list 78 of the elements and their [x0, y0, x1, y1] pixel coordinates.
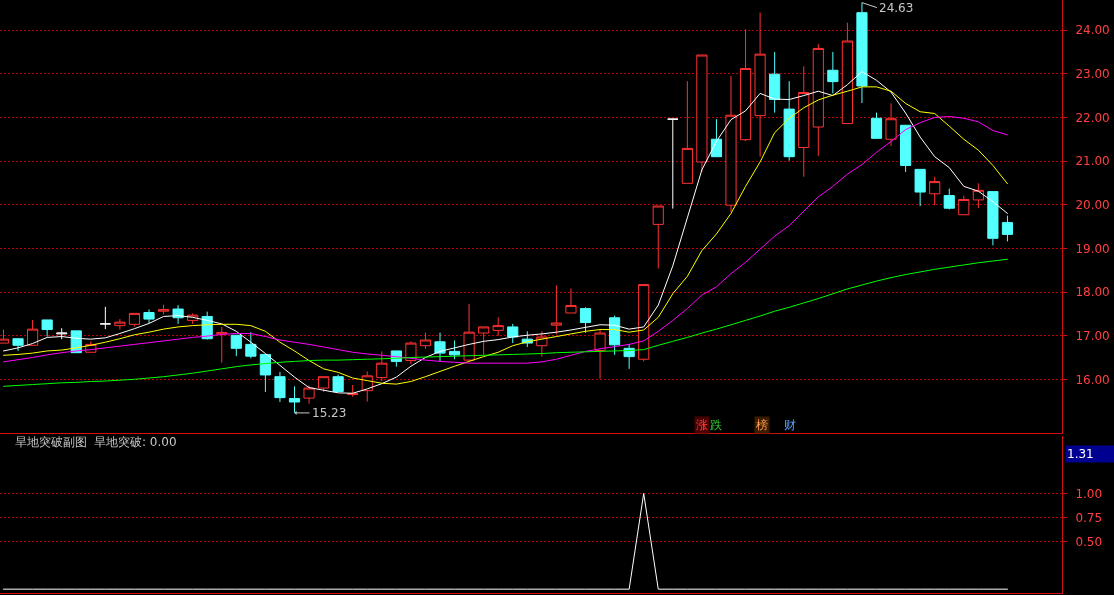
- y-tick-label: 18.00: [1075, 285, 1110, 300]
- candlestick: [419, 332, 432, 350]
- candlestick: [681, 80, 693, 184]
- candlestick: [376, 350, 388, 382]
- y-tick-label: 20.00: [1075, 197, 1110, 212]
- y-tick-label: 0.50: [1075, 534, 1103, 549]
- y-tick-label: 16.00: [1075, 372, 1110, 387]
- candlestick: [725, 75, 737, 213]
- candlestick: [812, 43, 824, 157]
- candlestick: [696, 54, 708, 173]
- candlestick: [594, 329, 606, 380]
- candlestick: [579, 306, 592, 334]
- y-tick-label: 19.00: [1075, 241, 1110, 256]
- y-tick-label: 17.00: [1075, 328, 1110, 343]
- candlestick: [769, 51, 781, 114]
- candlestick: [259, 353, 271, 393]
- candlestick: [798, 65, 810, 178]
- annotation: 旱地突破: 0.00: [94, 435, 177, 449]
- candlestick: [958, 195, 970, 216]
- y-tick-label: 23.00: [1075, 66, 1110, 81]
- annotation: 涨: [696, 418, 708, 432]
- candlestick: [550, 284, 562, 335]
- candlestick: [27, 319, 39, 346]
- y-tick-label: 22.00: [1075, 110, 1110, 125]
- candlestick: [507, 323, 519, 344]
- candlestick: [157, 304, 170, 315]
- candlestick: [1001, 215, 1014, 242]
- candlestick: [332, 374, 344, 393]
- candlestick: [274, 371, 286, 403]
- y-tick-label: 21.00: [1075, 154, 1110, 169]
- candlestick: [856, 2, 868, 104]
- candlestick: [710, 118, 723, 158]
- candlestick: [638, 284, 650, 362]
- candlestick: [827, 51, 839, 94]
- y-tick-label: 0.75: [1075, 510, 1103, 525]
- candlestick: [478, 326, 490, 356]
- candlestick: [987, 191, 999, 246]
- candlestick: [245, 331, 257, 359]
- annotation: 榜: [756, 418, 768, 432]
- y-tick-label: 24.00: [1075, 23, 1110, 38]
- candlestick: [41, 319, 53, 338]
- candlestick: [492, 316, 504, 337]
- candlestick: [448, 339, 461, 360]
- candlestick: [929, 176, 941, 206]
- annotation: 15.23: [312, 406, 347, 420]
- candlestick: [667, 118, 679, 210]
- candlestick: [303, 384, 315, 405]
- candlestick: [900, 124, 912, 173]
- candlestick: [463, 303, 475, 362]
- candlestick: [783, 80, 795, 162]
- annotation: 24.63: [879, 1, 914, 15]
- candlestick: [56, 327, 68, 340]
- candlestick: [841, 22, 853, 125]
- candlestick: [318, 376, 330, 393]
- y-tick-label: 1.00: [1075, 486, 1103, 501]
- candlestick: [114, 318, 126, 331]
- annotation: 跌: [710, 418, 722, 432]
- candlestick: [12, 338, 24, 352]
- candlestick: [652, 205, 664, 269]
- candlestick: [870, 112, 883, 139]
- candlestick: [99, 306, 111, 330]
- candlestick: [216, 326, 228, 364]
- candlestick: [128, 312, 141, 327]
- annotation: 财: [784, 418, 796, 432]
- candlestick: [565, 288, 577, 314]
- text: 1.31: [1067, 447, 1094, 461]
- candlestick: [885, 102, 897, 147]
- candlestick: [623, 343, 635, 370]
- line-series: [3, 116, 1008, 364]
- candlestick: [434, 332, 446, 362]
- chart-title: 旱地突破副图: [15, 435, 87, 449]
- candlestick: [914, 168, 926, 207]
- candlestick: [943, 188, 955, 211]
- candlestick: [230, 334, 242, 357]
- candlestick: [739, 28, 752, 142]
- candlestick: [143, 308, 155, 324]
- line-series: [3, 258, 1008, 387]
- candlestick: [754, 12, 766, 158]
